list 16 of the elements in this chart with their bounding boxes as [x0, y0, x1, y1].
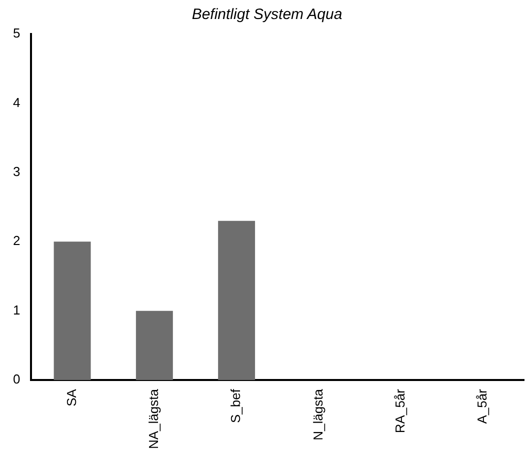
y-tick-label: 4	[12, 94, 20, 110]
x-tick-label: N_lägsta	[310, 388, 326, 440]
y-tick-label: 3	[12, 164, 20, 179]
x-tick-label: A_5år	[474, 388, 490, 424]
y-tick-label: 1	[12, 302, 20, 318]
x-tick-label: S_bef	[228, 388, 244, 424]
bar	[54, 242, 91, 380]
y-tick-label: 0	[12, 372, 20, 387]
x-tick-label: NA_lägsta	[146, 388, 161, 450]
y-tick-label: 2	[12, 233, 20, 248]
bar	[218, 220, 256, 380]
x-tick-label: SA	[64, 388, 79, 406]
chart-title: Befintligt System Aqua	[192, 6, 342, 24]
y-tick-label: 5	[12, 26, 20, 41]
bar	[136, 310, 173, 380]
x-tick-label: RA_5år	[392, 388, 408, 434]
